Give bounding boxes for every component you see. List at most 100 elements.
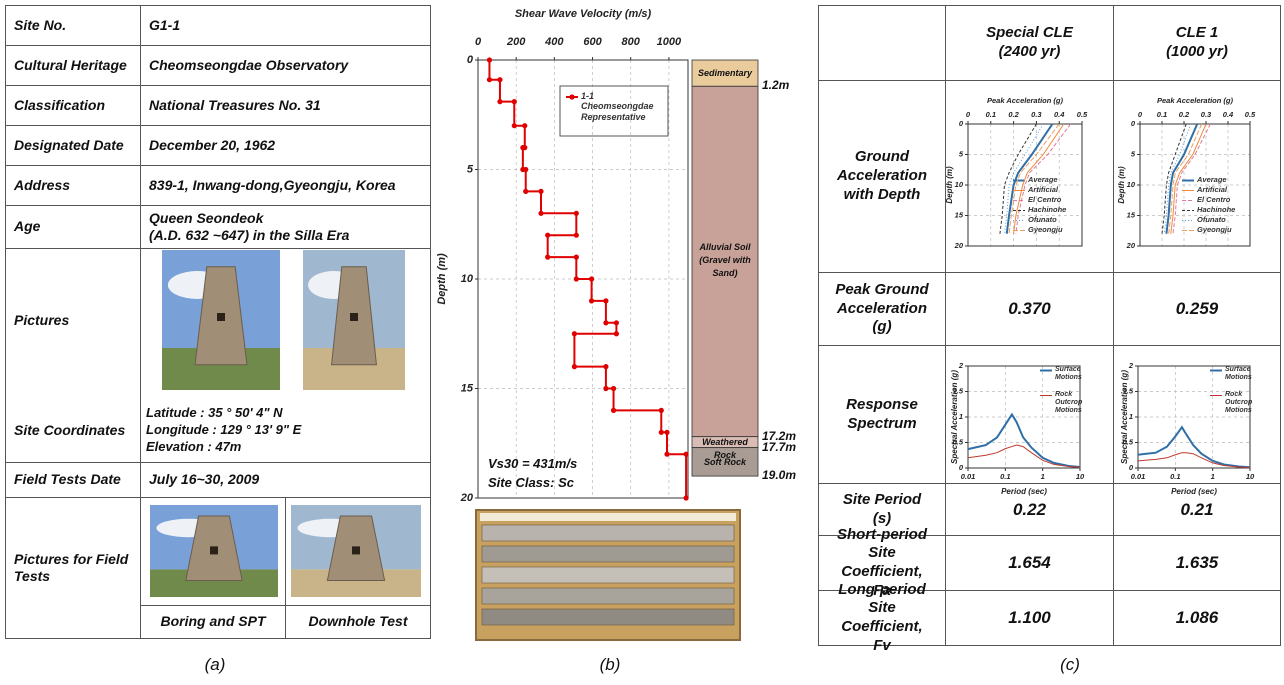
row-value: 1.654 <box>945 535 1114 591</box>
core-row <box>481 545 735 563</box>
y-tick-label: 10 <box>461 273 474 285</box>
row-label: Field Tests Date <box>5 462 141 498</box>
data-point <box>523 188 529 194</box>
row-value: 0.370 <box>945 272 1114 346</box>
layer-depth: 1.2m <box>762 78 790 93</box>
x-axis-label: Shear Wave Velocity (m/s) <box>515 8 652 20</box>
annotation: Site Class: Sc <box>488 475 574 490</box>
data-point <box>664 451 670 457</box>
data-point <box>571 331 578 337</box>
x-tick-label: 600 <box>583 36 602 48</box>
data-point <box>573 210 579 216</box>
data-point <box>658 429 664 435</box>
row-value: National Treasures No. 31 <box>140 85 431 126</box>
row-value: July 16~30, 2009 <box>140 462 431 498</box>
data-point <box>683 495 689 501</box>
y-axis-label: Depth (m) <box>436 253 448 305</box>
row-label: Pictures for Field Tests <box>5 497 141 639</box>
data-point <box>523 166 529 173</box>
data-point <box>538 210 544 216</box>
legend-label: El Centro <box>1028 195 1062 204</box>
data-point <box>538 188 544 194</box>
layer-depth: 17.7m <box>762 439 797 454</box>
core-ruler <box>480 513 736 521</box>
data-point <box>497 99 503 105</box>
coordinate: Latitude : 35 ° 50' 4" N <box>146 405 283 420</box>
photo-caption: Boring and SPT <box>140 605 286 639</box>
row-label: Designated Date <box>5 125 141 166</box>
pictures-label: Pictures <box>14 312 70 328</box>
data-point <box>520 145 526 151</box>
coordinate: Longitude : 129 ° 13' 9" E <box>146 422 302 437</box>
panel-caption: (c) <box>1060 655 1080 674</box>
x-tick-label: 400 <box>544 36 564 48</box>
data-point <box>486 77 493 83</box>
legend-label: Average <box>1028 175 1058 184</box>
data-point <box>588 276 595 282</box>
legend-label: Gyeongju <box>1197 225 1232 234</box>
core-row <box>481 524 735 542</box>
legend-label: El Centro <box>1197 195 1231 204</box>
row-value: 1.635 <box>1113 535 1281 591</box>
row-value: 839-1, Inwang-dong,Gyeongju, Korea <box>140 165 431 206</box>
legend-label: Surface Motions <box>1225 366 1252 382</box>
data-point <box>497 77 503 83</box>
data-point <box>683 451 689 457</box>
core-row <box>481 566 735 584</box>
x-tick-label: 200 <box>506 36 526 48</box>
data-point <box>610 385 617 392</box>
data-point <box>603 385 609 392</box>
core-row <box>481 587 735 605</box>
photo-cell <box>285 497 431 606</box>
legend-label: Artificial <box>1197 185 1228 194</box>
chart: 0 200 400 600 800 1000 0 5 10 15 20 Shear Wave Velo… <box>436 8 689 504</box>
x-tick-label: 800 <box>622 36 641 48</box>
row-label: Classification <box>5 85 141 126</box>
y-tick-label: 20 <box>460 492 474 504</box>
row-label: Peak Ground Acceleration (g) <box>818 272 946 346</box>
data-point <box>571 364 578 370</box>
data-point <box>613 320 620 326</box>
row-value: G1-1 <box>140 5 431 46</box>
data-point <box>588 298 595 304</box>
x-tick-label: 0 <box>475 36 482 48</box>
annotation: Vs30 = 431m/s <box>488 456 578 471</box>
layer-depth: 19.0m <box>762 468 797 483</box>
row-label: Short-period Site Coefficient, Fa <box>818 526 946 599</box>
legend-label: Ofunato <box>1028 215 1057 224</box>
row-value: 0.21 <box>1113 483 1281 536</box>
y-tick-label: 0 <box>467 54 474 66</box>
data-point <box>573 276 579 282</box>
data-point <box>613 331 620 337</box>
data-point <box>511 123 517 129</box>
row-label: Site No. <box>5 5 141 46</box>
legend-label: Rock Outcrop Motions <box>1225 391 1253 415</box>
legend-marker <box>569 94 575 100</box>
row-value: Cheomseongdae Observatory <box>140 45 431 86</box>
panel-caption: (b) <box>599 655 621 674</box>
legend-label: Surface Motions <box>1055 366 1082 382</box>
row-value: December 20, 1962 <box>140 125 431 166</box>
data-point <box>522 123 528 129</box>
layer-name: Sedimentary <box>697 68 753 79</box>
legend-label: 1-1 Cheomseongdae Representative <box>581 91 654 122</box>
row-value: Queen Seondeok (A.D. 632 ~647) in the Si… <box>140 205 431 249</box>
row-value: 1.100 <box>945 590 1114 646</box>
legend-label: Average <box>1197 175 1227 184</box>
data-point <box>545 254 551 260</box>
data-point <box>664 429 670 435</box>
series-line <box>488 60 688 498</box>
row-value: 1.086 <box>1113 590 1281 646</box>
row-label: Cultural Heritage <box>5 45 141 86</box>
data-point <box>658 407 664 413</box>
x-tick-label: 1000 <box>657 36 682 48</box>
photo-cell <box>140 497 286 606</box>
layer-name: Soft Rock <box>703 456 746 467</box>
column-header: CLE 1 (1000 yr) <box>1113 5 1281 81</box>
legend-label: Ofunato <box>1197 215 1226 224</box>
coordinate: Elevation : 47m <box>146 439 242 454</box>
row-label: Age <box>5 205 141 249</box>
core-box <box>475 509 741 641</box>
row-label: Address <box>5 165 141 206</box>
